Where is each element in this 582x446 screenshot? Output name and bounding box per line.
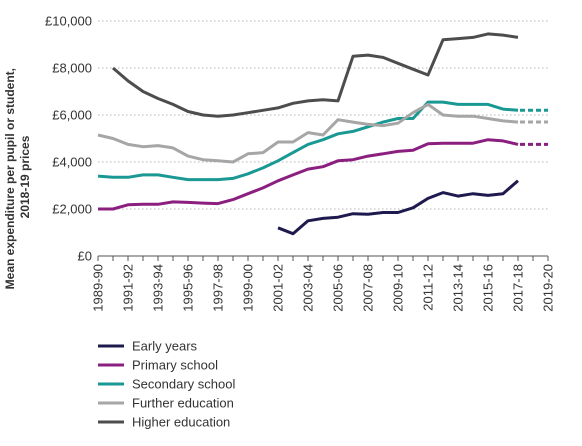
x-tick-label: 2007-08 — [361, 264, 376, 312]
x-tick-label: 1997-98 — [211, 264, 226, 312]
x-tick-label: 2011-12 — [421, 264, 436, 311]
x-axis: 1989-90 1991-92 1993-94 1995-96 1997-98 1999-… — [91, 255, 556, 312]
legend-label-higher-education: Higher education — [132, 415, 230, 430]
x-tick-label: 1993-94 — [151, 264, 166, 312]
y-tick-label: £8,000 — [52, 61, 92, 76]
x-tick-label: 1989-90 — [91, 264, 106, 312]
series-line-primary-school — [98, 138, 519, 211]
x-tick-label: 2009-10 — [391, 264, 406, 312]
y-tick-label: £2,000 — [52, 202, 92, 217]
gridlines — [98, 20, 548, 210]
x-tick-label: 2019-20 — [541, 264, 556, 312]
x-tick-label: 2005-06 — [331, 264, 346, 312]
y-axis-label-line-2: 2018-19 prices — [18, 135, 32, 218]
legend-label-further-education: Further education — [132, 396, 234, 411]
legend-label-primary-school: Primary school — [132, 358, 218, 373]
y-axis-label-line-1: Mean expenditure per pupil or student, — [3, 68, 17, 289]
x-tick-label: 1995-96 — [181, 264, 196, 312]
x-tick-label: 1999-00 — [241, 264, 256, 312]
legend: Early years Primary school Secondary schoo… — [98, 339, 235, 430]
y-tick-label: £10,000 — [45, 14, 92, 29]
y-tick-label: £4,000 — [52, 155, 92, 170]
series-line-further-education — [97, 102, 519, 164]
y-axis-ticks: £0 £2,000 £4,000 £6,000 £8,000 £10,000 — [45, 14, 92, 264]
x-tick-label: 2001-02 — [271, 264, 286, 312]
x-tick-label: 2017-18 — [511, 264, 526, 312]
series-line-early-years — [277, 179, 519, 236]
legend-label-secondary-school: Secondary school — [132, 377, 235, 392]
series-line-secondary-school — [97, 100, 519, 182]
y-tick-label: £0 — [78, 249, 92, 264]
y-axis-label: Mean expenditure per pupil or student, 2… — [3, 65, 32, 290]
x-tick-label: 2013-14 — [451, 264, 466, 312]
x-tick-label: 2015-16 — [481, 264, 496, 312]
series-lines — [97, 32, 548, 236]
x-tick-label: 2003-04 — [301, 264, 316, 312]
series-line-higher-education — [112, 32, 519, 118]
x-tick-label: 1991-92 — [121, 264, 136, 312]
y-tick-label: £6,000 — [52, 108, 92, 123]
legend-label-early-years: Early years — [132, 339, 198, 354]
